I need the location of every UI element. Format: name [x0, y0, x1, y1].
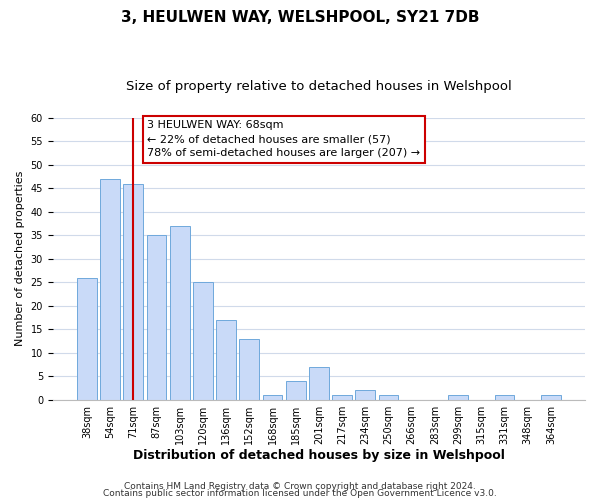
Text: 3 HEULWEN WAY: 68sqm
← 22% of detached houses are smaller (57)
78% of semi-detac: 3 HEULWEN WAY: 68sqm ← 22% of detached h…	[147, 120, 420, 158]
X-axis label: Distribution of detached houses by size in Welshpool: Distribution of detached houses by size …	[133, 450, 505, 462]
Bar	[355, 390, 375, 400]
Bar	[146, 235, 166, 400]
Y-axis label: Number of detached properties: Number of detached properties	[15, 171, 25, 346]
Bar	[124, 184, 143, 400]
Bar	[263, 395, 283, 400]
Bar	[170, 226, 190, 400]
Title: Size of property relative to detached houses in Welshpool: Size of property relative to detached ho…	[126, 80, 512, 93]
Bar	[77, 278, 97, 400]
Bar	[494, 395, 514, 400]
Bar	[309, 367, 329, 400]
Bar	[193, 282, 213, 400]
Bar	[239, 338, 259, 400]
Bar	[100, 179, 120, 400]
Bar	[541, 395, 561, 400]
Bar	[216, 320, 236, 400]
Text: Contains HM Land Registry data © Crown copyright and database right 2024.: Contains HM Land Registry data © Crown c…	[124, 482, 476, 491]
Text: Contains public sector information licensed under the Open Government Licence v3: Contains public sector information licen…	[103, 488, 497, 498]
Bar	[379, 395, 398, 400]
Bar	[286, 381, 305, 400]
Bar	[448, 395, 468, 400]
Text: 3, HEULWEN WAY, WELSHPOOL, SY21 7DB: 3, HEULWEN WAY, WELSHPOOL, SY21 7DB	[121, 10, 479, 25]
Bar	[332, 395, 352, 400]
